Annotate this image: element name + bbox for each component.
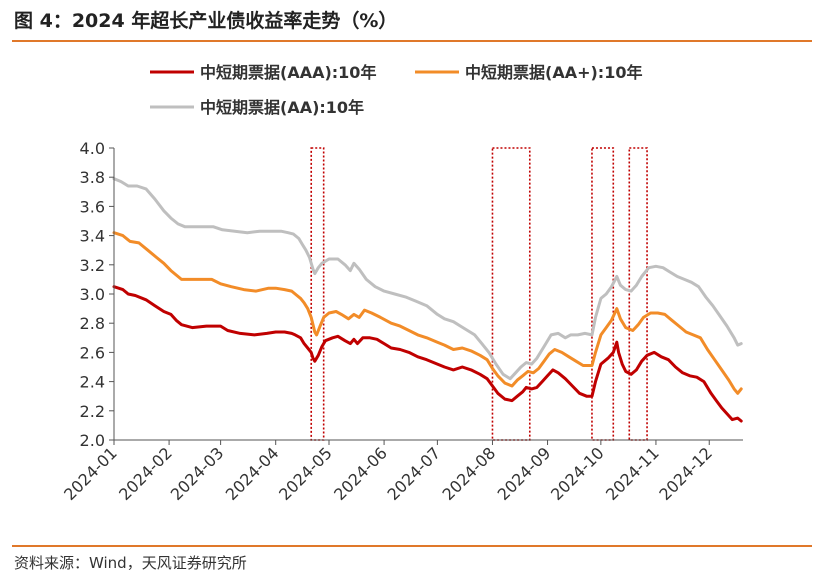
series-line bbox=[112, 231, 743, 395]
y-tick-label: 2.4 bbox=[80, 373, 105, 392]
y-tick-label: 2.8 bbox=[80, 314, 105, 333]
legend-label: 中短期票据(AA):10年 bbox=[200, 98, 364, 117]
chart-legend: 中短期票据(AAA):10年 中短期票据(AA+):10年中短期票据(AA):10… bbox=[150, 63, 642, 117]
figure-title: 图 4：2024 年超长产业债收益率走势（%） bbox=[14, 10, 398, 32]
series-lines bbox=[112, 177, 743, 423]
y-tick-label: 3.4 bbox=[80, 227, 105, 246]
y-tick-label: 3.6 bbox=[80, 197, 105, 216]
title-divider bbox=[12, 40, 812, 42]
y-tick-label: 2.2 bbox=[80, 402, 105, 421]
highlight-period-box bbox=[591, 147, 615, 441]
x-tick-label: 2024-07 bbox=[384, 443, 445, 504]
line-chart: 中短期票据(AAA):10年 中短期票据(AA+):10年中短期票据(AA):10… bbox=[60, 63, 743, 504]
series-line bbox=[112, 177, 743, 381]
x-tick-label: 2024-02 bbox=[115, 443, 176, 504]
highlight-boxes bbox=[310, 147, 648, 441]
x-tick-label: 2024-11 bbox=[602, 443, 663, 504]
x-tick-label: 2024-06 bbox=[330, 443, 391, 504]
y-tick-label: 2.0 bbox=[80, 431, 105, 450]
x-tick-label: 2024-12 bbox=[655, 443, 716, 504]
y-tick-label: 3.2 bbox=[80, 256, 105, 275]
highlight-period-box bbox=[491, 147, 531, 441]
x-tick-label: 2024-10 bbox=[547, 443, 608, 504]
y-tick-label: 3.0 bbox=[80, 285, 105, 304]
x-tick-label: 2024-01 bbox=[60, 443, 121, 504]
y-tick-label: 4.0 bbox=[80, 139, 105, 158]
legend-label: 中短期票据(AAA):10年 bbox=[200, 63, 376, 82]
source-note: 资料来源：Wind，天风证券研究所 bbox=[14, 554, 247, 572]
series-line bbox=[112, 285, 743, 423]
x-tick-label: 2024-05 bbox=[275, 443, 336, 504]
y-tick-label: 3.8 bbox=[80, 168, 105, 187]
x-tick-label: 2024-08 bbox=[439, 443, 500, 504]
highlight-period-box bbox=[310, 147, 325, 441]
y-tick-label: 2.6 bbox=[80, 343, 105, 362]
x-tick-label: 2024-03 bbox=[167, 443, 228, 504]
source-divider bbox=[12, 545, 812, 547]
legend-label: 中短期票据(AA+):10年 bbox=[465, 63, 642, 82]
x-tick-label: 2024-04 bbox=[222, 443, 283, 504]
highlight-period-box bbox=[628, 147, 648, 441]
x-tick-label: 2024-09 bbox=[494, 443, 555, 504]
